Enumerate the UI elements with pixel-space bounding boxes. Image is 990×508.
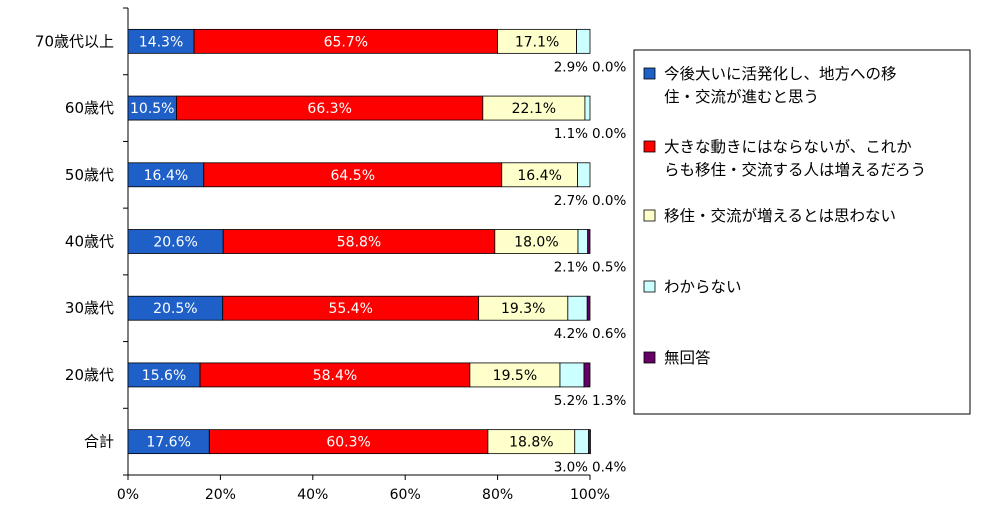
data-label-series-1: 64.5%	[331, 168, 375, 184]
legend: 今後大いに活発化し、地方への移住・交流が進むと思う大きな動きにはならないが、これ…	[633, 49, 971, 415]
data-label-series-1: 58.4%	[313, 368, 357, 384]
data-label-series-2: 19.3%	[501, 301, 545, 317]
data-label-series-1: 55.4%	[328, 301, 372, 317]
data-label-series-2: 22.1%	[512, 101, 556, 117]
data-label-series-4: 1.3%	[592, 393, 626, 409]
data-label-series-2: 16.4%	[517, 168, 561, 184]
bar-segment-series-2	[501, 162, 578, 188]
legend-label-series-1: 大きな動きにはならないが、これか	[664, 138, 912, 156]
x-tick-label: 0%	[117, 487, 139, 503]
data-label-series-0: 16.4%	[144, 168, 188, 184]
bar-segment-series-3	[559, 362, 585, 388]
bar-segment-series-3	[577, 229, 589, 254]
data-label-series-0: 20.5%	[153, 301, 197, 317]
category-label: 50歳代	[65, 166, 114, 184]
x-tick-label: 20%	[205, 487, 236, 503]
bar-segment-series-2	[487, 429, 576, 455]
category-label: 30歳代	[65, 299, 114, 317]
legend-swatch-series-2	[643, 209, 656, 222]
data-label-series-0: 17.6%	[146, 435, 190, 451]
legend-label-series-1: らも移住・交流する人は増えるだろう	[664, 161, 926, 179]
data-label-series-3: 5.2%	[554, 393, 588, 409]
x-tick-label: 60%	[390, 487, 421, 503]
legend-swatch-series-4	[643, 351, 656, 364]
data-label-series-3: 2.9%	[554, 59, 588, 75]
data-label-series-1: 65.7%	[324, 34, 368, 50]
bar-segment-series-0	[127, 28, 195, 54]
data-label-series-0: 14.3%	[139, 34, 183, 50]
legend-label-series-4: 無回答	[664, 349, 711, 367]
data-label-series-2: 17.1%	[515, 34, 559, 50]
x-tick-labels: 0% 20% 40% 60% 80% 100%	[117, 487, 610, 503]
bar-segment-series-2	[497, 28, 578, 54]
x-tick-label: 80%	[482, 487, 513, 503]
bar-segment-series-0	[127, 295, 224, 321]
data-label-series-4: 0.0%	[592, 59, 626, 75]
x-tick-label: 100%	[570, 487, 610, 503]
bar-segment-series-0	[127, 95, 177, 121]
bar-segment-series-2	[494, 229, 579, 254]
bar-segment-series-3	[577, 162, 591, 188]
data-label-series-0: 15.6%	[142, 368, 186, 384]
bar-segment-series-1	[222, 229, 496, 254]
data-label-series-3: 4.2%	[554, 326, 588, 342]
bar-segment-series-2	[482, 95, 586, 121]
bar-segment-series-2	[478, 295, 569, 321]
data-label-series-2: 19.5%	[493, 368, 537, 384]
data-label-series-3: 1.1%	[554, 126, 588, 142]
data-label-series-2: 18.8%	[509, 435, 553, 451]
data-label-series-3: 2.1%	[554, 260, 588, 276]
data-label-series-0: 10.5%	[130, 101, 174, 117]
category-label: 20歳代	[65, 366, 114, 384]
chart-bars	[127, 28, 591, 455]
data-label-series-1: 58.8%	[337, 235, 381, 251]
legend-swatch-series-1	[643, 140, 656, 153]
bar-segment-series-1	[176, 95, 484, 121]
bar-segment-series-4	[588, 429, 591, 455]
bar-segment-series-0	[127, 229, 224, 254]
bar-segment-series-3	[574, 429, 590, 455]
data-label-series-3: 2.7%	[554, 193, 588, 209]
bar-segment-series-4	[583, 362, 591, 388]
bar-segment-series-0	[127, 162, 205, 188]
legend-box	[633, 49, 971, 415]
data-label-series-2: 18.0%	[514, 235, 558, 251]
bar-segment-series-4	[587, 229, 591, 254]
legend-swatch-series-3	[643, 280, 656, 293]
legend-label-series-0: 今後大いに活発化し、地方への移	[664, 65, 897, 83]
data-label-series-0: 20.6%	[153, 235, 197, 251]
legend-label-series-2: 移住・交流が増えるとは思わない	[664, 207, 896, 225]
data-label-series-4: 0.6%	[592, 326, 626, 342]
x-tick-label: 40%	[297, 487, 328, 503]
legend-label-series-0: 住・交流が進むと思う	[664, 88, 819, 106]
bar-segment-series-1	[222, 295, 480, 321]
bar-segment-series-3	[567, 295, 588, 321]
data-label-series-4: 0.4%	[592, 460, 626, 476]
bar-segment-series-1	[193, 28, 498, 54]
bar-segment-series-4	[586, 295, 591, 321]
bar-segment-series-1	[203, 162, 503, 188]
legend-swatch-series-0	[643, 67, 656, 80]
bar-segment-series-3	[584, 95, 591, 121]
bar-segment-series-3	[576, 28, 591, 54]
data-label-series-4: 0.0%	[592, 126, 626, 142]
data-label-series-1: 60.3%	[326, 435, 370, 451]
category-label: 40歳代	[65, 233, 114, 251]
bar-segment-series-0	[127, 362, 201, 388]
data-label-series-4: 0.5%	[592, 260, 626, 276]
data-label-series-1: 66.3%	[307, 101, 351, 117]
data-label-series-4: 0.0%	[592, 193, 626, 209]
category-label: 60歳代	[65, 99, 114, 117]
data-labels: 14.3% 65.7% 17.1%2.9% 0.0%10.5% 66.3% 22.1%1.…	[130, 34, 626, 475]
legend-label-series-3: わからない	[664, 278, 742, 296]
data-label-series-3: 3.0%	[554, 460, 588, 476]
category-label: 合計	[84, 433, 114, 451]
category-label: 70歳代以上	[35, 32, 114, 50]
